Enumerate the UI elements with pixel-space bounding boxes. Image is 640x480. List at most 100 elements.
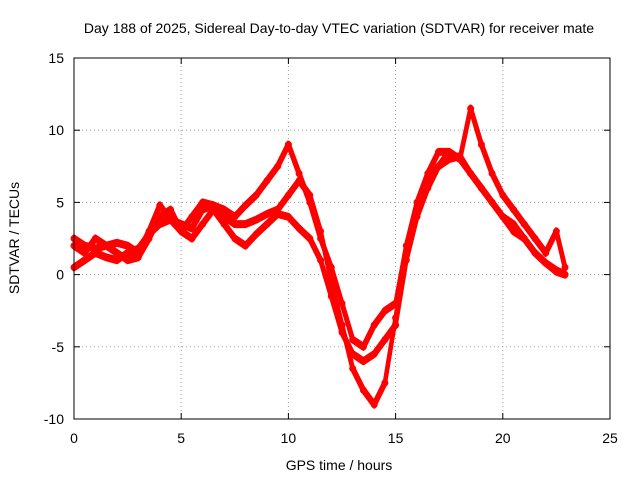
data-point (167, 206, 174, 214)
data-point (445, 148, 453, 156)
data-point (274, 162, 282, 170)
data-point (231, 213, 239, 221)
data-point (359, 357, 367, 365)
data-point (91, 245, 99, 253)
data-point (81, 256, 89, 264)
data-point (467, 105, 475, 112)
data-point (188, 235, 196, 242)
data-point (359, 343, 367, 351)
data-point (199, 220, 207, 228)
data-point (510, 220, 517, 228)
data-point (295, 170, 303, 177)
series-line (72, 156, 567, 409)
series-line (72, 152, 567, 405)
data-point (381, 307, 389, 315)
series-line (72, 154, 567, 407)
data-point (424, 184, 432, 192)
x-tick-label: 15 (388, 430, 404, 446)
data-point (435, 162, 442, 170)
data-point (102, 253, 110, 261)
data-point (349, 350, 357, 358)
data-point (242, 220, 249, 228)
data-point (510, 206, 517, 214)
y-axis-label: SDTVAR / TECUs (6, 182, 22, 294)
data-point (499, 213, 507, 221)
data-point (167, 216, 174, 224)
data-point (113, 239, 121, 247)
x-tick-label: 5 (177, 430, 185, 446)
data-point (381, 379, 389, 387)
data-point (456, 155, 464, 163)
data-point (242, 201, 249, 209)
data-point (263, 177, 271, 185)
data-point (242, 242, 249, 250)
ticks: 0 5 10 15 20 25 -10 -5 0 5 10 15 (44, 50, 618, 446)
data-point (91, 235, 99, 242)
series-group (70, 104, 569, 409)
y-tick-label: -5 (52, 339, 65, 355)
data-point (531, 249, 539, 257)
data-point (477, 141, 485, 149)
data-point (392, 300, 400, 307)
data-point (284, 191, 292, 199)
data-point (413, 198, 421, 206)
data-point (220, 220, 228, 228)
data-point (402, 242, 410, 250)
data-point (317, 256, 325, 264)
data-point (231, 220, 239, 228)
data-point (199, 198, 207, 206)
plot-frame (73, 57, 611, 420)
data-point (177, 227, 185, 235)
data-point (467, 170, 475, 177)
data-point (349, 365, 357, 372)
y-tick-label: 0 (56, 267, 64, 283)
data-point (349, 336, 357, 344)
data-point (542, 259, 550, 267)
x-tick-label: 0 (70, 430, 78, 446)
y-tick-label: -10 (44, 411, 64, 427)
data-point (338, 300, 346, 307)
data-point (542, 249, 550, 257)
data-point (145, 227, 153, 235)
data-point (381, 336, 389, 344)
y-tick-label: 15 (48, 50, 64, 66)
data-point (231, 235, 239, 242)
data-point (435, 148, 442, 156)
data-point (531, 235, 539, 242)
y-tick-label: 10 (48, 122, 64, 138)
data-point (102, 242, 110, 250)
x-tick-label: 10 (281, 430, 297, 446)
x-tick-label: 25 (602, 430, 618, 446)
data-point (124, 242, 132, 250)
data-point (561, 271, 569, 279)
data-point (488, 198, 496, 206)
data-point (252, 216, 260, 224)
data-point (274, 210, 282, 218)
x-axis-label: GPS time / hours (286, 457, 393, 473)
y-tick-label: 5 (56, 194, 64, 210)
data-point (488, 170, 496, 177)
data-point (552, 266, 560, 274)
data-point (209, 201, 217, 209)
data-point (392, 321, 400, 329)
data-point (317, 235, 325, 242)
data-point (188, 224, 196, 232)
data-point (263, 220, 271, 228)
data-point (252, 230, 260, 238)
data-point (156, 201, 164, 209)
data-point (327, 263, 335, 271)
data-point (552, 227, 560, 235)
data-point (327, 292, 335, 300)
data-point (370, 321, 378, 329)
series-sat-c (70, 104, 569, 351)
data-point (561, 263, 569, 271)
data-point (113, 249, 121, 257)
data-point (295, 224, 303, 232)
data-point (370, 401, 378, 409)
data-point (124, 256, 132, 264)
grid (74, 58, 610, 419)
data-point (188, 213, 196, 221)
data-point (306, 235, 314, 242)
data-point (359, 386, 367, 394)
